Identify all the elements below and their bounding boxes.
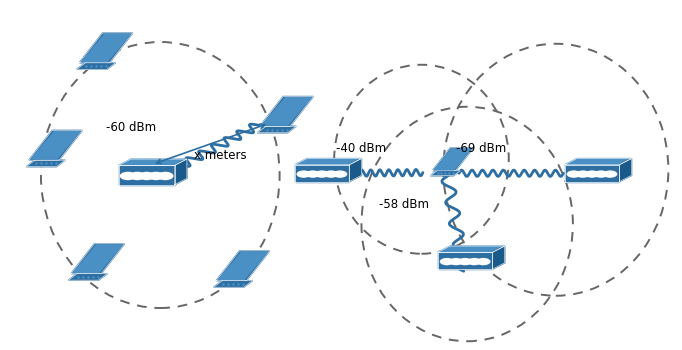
Circle shape [120, 172, 136, 180]
Polygon shape [260, 97, 313, 126]
Polygon shape [349, 159, 361, 182]
Polygon shape [31, 132, 80, 159]
Polygon shape [295, 159, 361, 165]
Polygon shape [438, 252, 492, 269]
Circle shape [138, 172, 155, 180]
Polygon shape [432, 148, 473, 171]
Circle shape [314, 170, 329, 178]
Circle shape [584, 170, 599, 178]
Polygon shape [263, 98, 311, 125]
Circle shape [148, 172, 164, 180]
Polygon shape [77, 63, 115, 69]
Circle shape [467, 258, 481, 265]
Polygon shape [434, 149, 471, 170]
Circle shape [449, 258, 463, 265]
Circle shape [567, 170, 581, 178]
Polygon shape [216, 251, 269, 281]
Polygon shape [175, 159, 187, 185]
Polygon shape [119, 166, 175, 185]
Polygon shape [68, 274, 107, 280]
Polygon shape [438, 246, 505, 252]
Polygon shape [29, 131, 83, 160]
Polygon shape [295, 165, 349, 182]
Circle shape [157, 172, 173, 180]
Polygon shape [619, 159, 632, 182]
Polygon shape [27, 160, 65, 167]
Circle shape [603, 170, 617, 178]
Text: x meters: x meters [194, 149, 247, 162]
Polygon shape [257, 126, 296, 133]
Text: -40 dBm: -40 dBm [336, 142, 385, 155]
Circle shape [440, 258, 454, 265]
Polygon shape [71, 244, 124, 274]
Circle shape [458, 258, 473, 265]
Circle shape [576, 170, 590, 178]
Polygon shape [213, 281, 252, 287]
Polygon shape [119, 159, 187, 166]
Text: -60 dBm: -60 dBm [106, 121, 155, 134]
Circle shape [333, 170, 347, 178]
Polygon shape [492, 246, 505, 269]
Polygon shape [565, 165, 619, 182]
Circle shape [129, 172, 145, 180]
Circle shape [306, 170, 320, 178]
Text: -58 dBm: -58 dBm [379, 198, 428, 211]
Polygon shape [74, 245, 122, 272]
Text: -69 dBm: -69 dBm [456, 142, 506, 155]
Circle shape [297, 170, 311, 178]
Circle shape [324, 170, 338, 178]
Polygon shape [430, 171, 460, 176]
Circle shape [594, 170, 608, 178]
Circle shape [476, 258, 490, 265]
Polygon shape [79, 33, 133, 63]
Polygon shape [565, 159, 632, 165]
Polygon shape [82, 34, 130, 62]
Polygon shape [219, 252, 267, 280]
